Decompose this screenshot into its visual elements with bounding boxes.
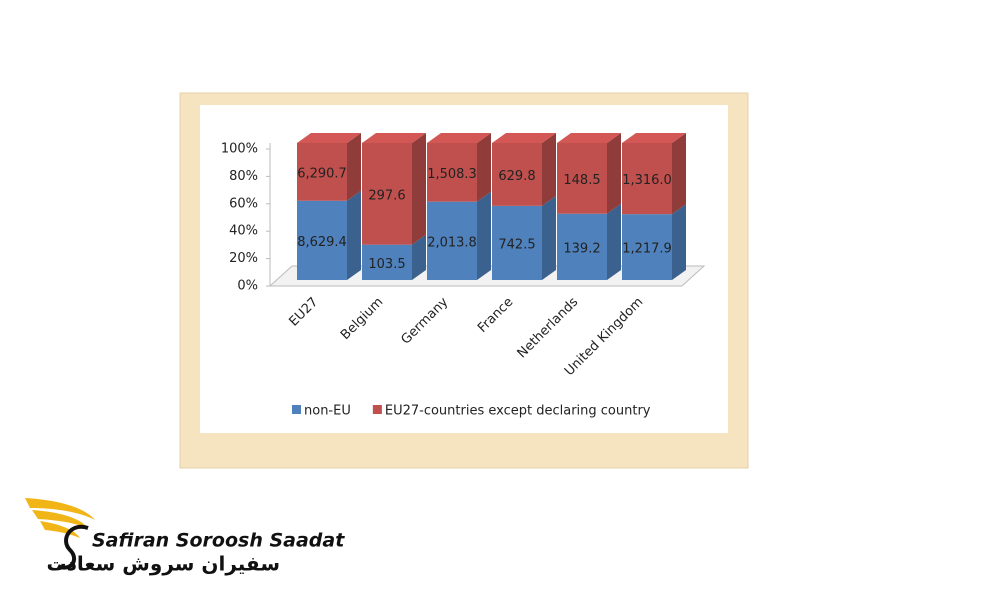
bar-front — [362, 143, 412, 245]
bar-segment — [622, 204, 686, 280]
logo-name-fa: سفیران سروش سعادت — [47, 552, 281, 576]
legend-swatch — [372, 405, 382, 414]
bar-side — [607, 133, 621, 214]
data-label: 6,290.7 — [297, 166, 347, 181]
logo-name: Safiran Soroosh Saadat — [92, 530, 345, 552]
bar-top — [427, 133, 491, 143]
y-tick-label: 80% — [229, 169, 258, 184]
bar-front — [427, 201, 477, 280]
bar-top — [492, 133, 556, 143]
data-label: 8,629.4 — [297, 235, 347, 250]
bar-segment — [362, 133, 426, 245]
bar-top — [362, 133, 426, 143]
data-label: 297.6 — [368, 188, 405, 203]
y-tick-label: 60% — [229, 196, 258, 211]
bar-front — [622, 143, 672, 215]
bar-side — [347, 133, 361, 201]
bar-front — [492, 143, 542, 206]
logo-wing — [25, 498, 95, 520]
bar-segment — [557, 203, 621, 280]
bar-side — [672, 133, 686, 215]
bar-segment — [557, 133, 621, 214]
data-label: 1,316.0 — [622, 173, 672, 188]
bar-front — [362, 244, 412, 280]
y-tick-label: 0% — [237, 279, 258, 294]
bar-front — [492, 205, 542, 280]
bar-front — [297, 200, 347, 280]
bar-side — [477, 191, 491, 280]
bar-segment — [297, 190, 361, 280]
y-tick-label: 100% — [221, 142, 258, 157]
bar-segment — [492, 133, 556, 206]
bar-top — [297, 133, 361, 143]
data-label: 742.5 — [498, 237, 535, 252]
data-label: 139.2 — [563, 241, 600, 256]
bar-side — [412, 133, 426, 245]
bar-side — [347, 190, 361, 280]
bar-front — [622, 214, 672, 280]
bar-side — [412, 234, 426, 280]
bar-segment — [427, 191, 491, 280]
bar-segment — [297, 133, 361, 201]
logo: Safiran Soroosh Saadat سفیران سروش سعادت — [25, 498, 345, 576]
data-label: 1,217.9 — [622, 242, 672, 257]
bar-side — [542, 133, 556, 206]
y-tick-label: 40% — [229, 224, 258, 239]
bar-side — [542, 195, 556, 280]
bar-front — [557, 213, 607, 280]
legend-label: EU27-countries except declaring country — [385, 404, 651, 419]
data-label: 103.5 — [368, 257, 405, 272]
plot: 0%20%40%60%80%100%8,629.46,290.7EU27103.… — [221, 133, 706, 419]
logo-curl — [57, 524, 89, 570]
data-label: 629.8 — [498, 169, 535, 184]
data-label: 148.5 — [563, 173, 600, 188]
bar-front — [427, 143, 477, 202]
bar-top — [622, 133, 686, 143]
logo-wing — [32, 510, 88, 528]
legend-label: non-EU — [304, 404, 351, 419]
data-label: 2,013.8 — [427, 235, 477, 250]
bar-side — [477, 133, 491, 202]
bar-segment — [622, 133, 686, 215]
legend-swatch — [292, 405, 301, 414]
y-tick-label: 20% — [229, 251, 258, 266]
data-label: 1,508.3 — [427, 167, 477, 182]
bar-top — [557, 133, 621, 143]
bar-segment — [427, 133, 491, 202]
bar-front — [557, 143, 607, 214]
bar-segment — [492, 195, 556, 280]
bar-side — [672, 204, 686, 280]
bar-side — [607, 203, 621, 280]
bar-front — [297, 143, 347, 201]
bar-segment — [362, 234, 426, 280]
